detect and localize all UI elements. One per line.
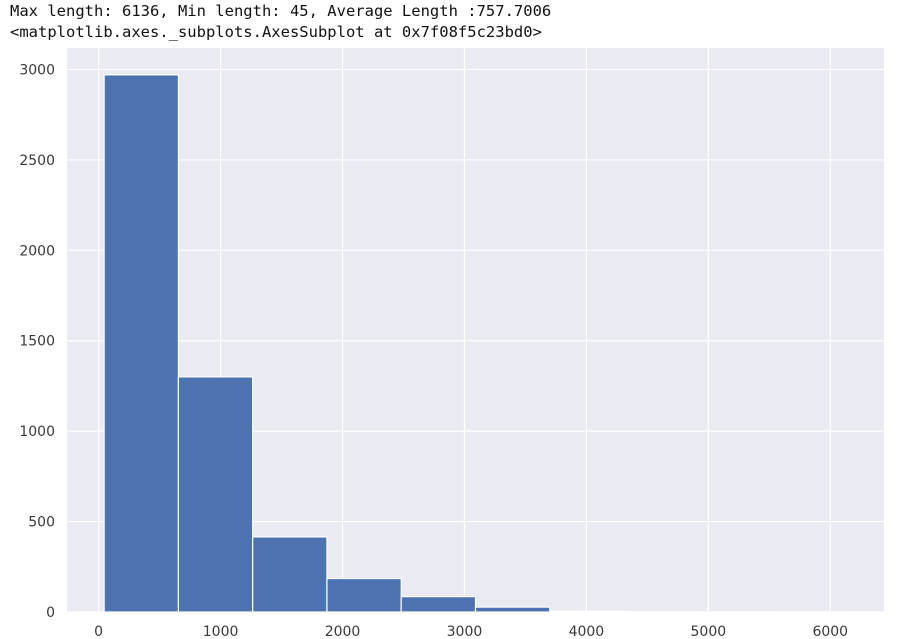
y-tick-label: 2000 — [19, 243, 55, 259]
histogram-bar — [252, 536, 328, 613]
x-axis-ticks: 0 1000 2000 3000 4000 5000 6000 — [94, 624, 848, 639]
histogram-bar — [474, 606, 551, 613]
y-axis-ticks: 0 500 1000 1500 2000 2500 3000 — [19, 62, 55, 621]
y-tick-label: 2500 — [19, 153, 55, 169]
x-tick-label: 0 — [94, 624, 103, 639]
histogram-bars — [103, 74, 848, 613]
y-tick-label: 1500 — [19, 334, 55, 350]
y-tick-label: 3000 — [19, 62, 55, 78]
stats-output-line: Max length: 6136, Min length: 45, Averag… — [10, 2, 552, 20]
histogram-bar — [400, 596, 477, 613]
x-tick-label: 3000 — [447, 624, 483, 639]
y-tick-label: 0 — [46, 605, 55, 621]
x-tick-label: 6000 — [812, 624, 848, 639]
y-tick-label: 500 — [28, 515, 55, 531]
histogram-bar — [549, 610, 625, 613]
x-tick-label: 5000 — [691, 624, 727, 639]
x-tick-label: 2000 — [325, 624, 361, 639]
y-tick-label: 1000 — [19, 424, 55, 440]
histogram-bar — [326, 577, 402, 613]
histogram-bar — [103, 74, 180, 613]
x-tick-label: 4000 — [569, 624, 605, 639]
x-tick-label: 1000 — [203, 624, 239, 639]
axes-repr-output-line: <matplotlib.axes._subplots.AxesSubplot a… — [10, 23, 542, 41]
histogram-bar — [177, 376, 254, 613]
